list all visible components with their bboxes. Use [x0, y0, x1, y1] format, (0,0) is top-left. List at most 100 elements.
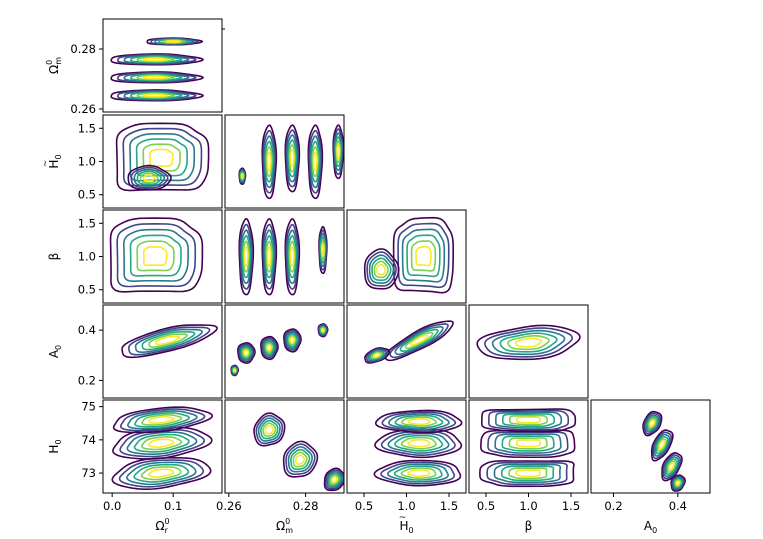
contour-0-level-1	[397, 222, 450, 289]
contour-2-level-0	[307, 124, 324, 200]
contour-group	[479, 408, 577, 488]
contour-group	[111, 406, 214, 491]
contour-1-level-2	[368, 254, 395, 284]
contour-0-level-4	[142, 143, 181, 172]
contour-1-level-1	[652, 431, 673, 460]
y-tick-label-beta: 1.5	[78, 216, 96, 230]
x-tick-label-h0_tilde: 0.5	[355, 499, 373, 513]
contour-0-level-1	[486, 461, 568, 486]
contour-2-level-2	[326, 470, 343, 488]
contour-0-level-2	[401, 228, 446, 283]
contour-0-level-1	[643, 412, 661, 435]
contour-2-level-5	[148, 415, 175, 424]
contour-0-level-2	[134, 328, 203, 353]
contour-2-level-0	[374, 409, 463, 434]
contour-3-level-3	[673, 477, 683, 489]
contour-0-level-0	[253, 412, 286, 447]
panel-a0-vs-omega_m0	[224, 304, 345, 399]
contour-0-level-2	[493, 463, 562, 484]
contour-1-level-1	[285, 129, 300, 188]
contour-2-level-4	[141, 414, 183, 426]
contour-0-level-1	[116, 89, 197, 101]
contour-1-level-4	[508, 437, 548, 450]
contour-1-level-2	[494, 433, 562, 454]
contour-0-level-4	[140, 466, 182, 481]
contour-2-level-5	[289, 336, 296, 344]
x-axis-label-omega_r0-sup: 0	[165, 517, 170, 526]
contour-1-level-1	[285, 443, 316, 476]
contour-2-level-2	[495, 411, 563, 429]
contour-2-level-2	[123, 54, 190, 64]
panel-frame	[224, 114, 345, 209]
contour-0-level-1	[389, 323, 449, 359]
contour-1-level-4	[292, 451, 308, 468]
panel-h0-vs-h0_tilde: 0.5 1.0 1.5	[346, 399, 467, 513]
contour-2-level-3	[310, 140, 320, 183]
contour-group	[476, 324, 581, 361]
contour-2-level-4	[509, 414, 549, 426]
panel-beta-vs-omega_r0: 0.5 1.0 1.5	[78, 209, 223, 304]
contour-1-level-1	[261, 337, 278, 359]
x-axis-label-omega_m0-base: Ω	[276, 519, 285, 533]
y-tick-label-a0: 0.2	[78, 373, 96, 387]
contour-1-level-3	[263, 340, 275, 355]
contour-group	[363, 216, 454, 294]
contour-1-level-1	[116, 71, 197, 83]
contour-2-level-3	[287, 235, 297, 279]
panel-frame	[102, 304, 223, 399]
panel-frame	[346, 304, 467, 399]
contour-2-level-0	[480, 408, 577, 433]
x-axis-label-omega_m0: Ω0 m	[276, 517, 293, 535]
y-tick-label-h0: 73	[81, 466, 96, 480]
x-axis-label-a0-sub: 0	[652, 526, 657, 535]
x-axis-label-h0_tilde-accent: ~	[399, 513, 407, 523]
contour-1-level-5	[143, 75, 168, 80]
y-axis-label-omega_m0: Ω0m	[45, 57, 63, 74]
contour-group	[230, 323, 329, 377]
contour-3-level-0	[670, 474, 686, 492]
contour-1-level-0	[364, 347, 391, 364]
contour-group	[642, 410, 686, 492]
contour-0-level-4	[262, 422, 277, 438]
x-tick-label-beta: 1.5	[562, 499, 580, 513]
contour-1-level-4	[656, 438, 668, 453]
panel-frame	[468, 304, 589, 399]
x-tick-label-beta: 1.0	[519, 499, 537, 513]
y-tick-label-h0_tilde: 1.0	[78, 155, 96, 169]
contour-1-level-3	[369, 350, 385, 361]
contour-2-level-5	[516, 416, 542, 424]
contour-0-level-3	[399, 328, 439, 353]
panel-background	[225, 115, 344, 208]
contour-0-level-5	[515, 469, 541, 478]
contour-0-level-3	[141, 331, 196, 351]
contour-4-level-5	[240, 173, 244, 179]
contour-1-level-2	[262, 339, 277, 357]
contour-2-level-5	[668, 462, 675, 471]
contour-2-level-0	[661, 452, 683, 482]
contour-0-level-4	[136, 240, 175, 272]
contour-group	[253, 412, 344, 492]
y-tick-label-beta: 1.0	[78, 250, 96, 264]
x-axis-label-omega_r0: Ω0 r	[155, 517, 169, 535]
contour-0-level-3	[135, 138, 188, 177]
panel-h0-vs-omega_m0: 0.26 0.28	[216, 399, 345, 513]
y-axis-label-a0-sub: 0	[54, 345, 63, 350]
contour-1-level-5	[376, 263, 387, 276]
contour-0-level-1	[484, 327, 574, 358]
x-axis-label-omega_r0-sub: r	[165, 526, 169, 535]
contour-0-level-3	[240, 346, 252, 360]
y-axis-label-beta: β	[47, 253, 61, 261]
x-axis-label-omega_m0-sup: 0	[285, 517, 290, 526]
panel-h0_tilde-vs-omega_r0: 0.5 1.0 1.5	[78, 114, 223, 209]
contour-0-level-5	[409, 334, 429, 347]
contour-3-level-5	[320, 327, 325, 333]
contour-1-level-5	[266, 246, 272, 267]
y-tick-label-omega_m0: 0.26	[70, 102, 96, 116]
contour-0-level-4	[242, 240, 250, 273]
y-axis-label-omega_m0-sub: m	[54, 57, 63, 65]
contour-0-level-5	[266, 151, 272, 172]
x-axis-label-omega_m0-sub: m	[285, 526, 293, 535]
contour-0-level-0	[261, 124, 278, 200]
contour-1-level-5	[295, 454, 306, 465]
contour-1-level-2	[653, 433, 671, 457]
